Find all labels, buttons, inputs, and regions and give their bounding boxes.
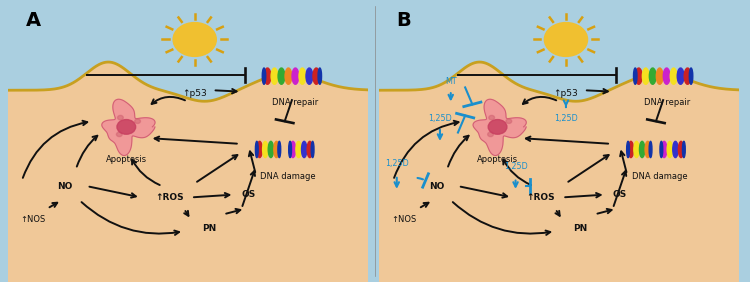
Ellipse shape (274, 141, 279, 158)
Ellipse shape (689, 68, 693, 84)
Ellipse shape (627, 141, 629, 158)
Text: OS: OS (242, 190, 256, 199)
Circle shape (117, 120, 136, 134)
Ellipse shape (262, 68, 266, 84)
Ellipse shape (673, 141, 678, 158)
Ellipse shape (684, 68, 691, 84)
Text: ↑p53: ↑p53 (182, 89, 207, 98)
Text: PN: PN (573, 224, 587, 233)
Circle shape (135, 119, 140, 124)
Text: B: B (397, 11, 412, 30)
Ellipse shape (262, 141, 268, 158)
Text: 1,25D: 1,25D (504, 162, 527, 171)
Ellipse shape (296, 141, 302, 158)
Ellipse shape (660, 141, 663, 158)
Text: Apoptosis: Apoptosis (477, 155, 518, 164)
Text: ↑NOS: ↑NOS (392, 215, 416, 224)
Ellipse shape (634, 68, 637, 84)
Ellipse shape (642, 68, 649, 84)
Ellipse shape (290, 141, 296, 158)
Ellipse shape (306, 68, 313, 84)
Circle shape (488, 120, 507, 134)
Text: ↑NOS: ↑NOS (20, 215, 45, 224)
Text: Apoptosis: Apoptosis (106, 155, 147, 164)
Ellipse shape (318, 68, 322, 84)
Ellipse shape (256, 141, 258, 158)
Ellipse shape (299, 68, 306, 84)
Ellipse shape (650, 68, 656, 84)
Text: 1,25D: 1,25D (554, 114, 578, 123)
Text: ↑ROS: ↑ROS (155, 193, 184, 202)
Ellipse shape (682, 141, 686, 158)
Text: ↑p53: ↑p53 (554, 89, 578, 98)
Ellipse shape (628, 141, 634, 158)
Ellipse shape (668, 141, 673, 158)
Text: DNA repair: DNA repair (272, 98, 319, 107)
Circle shape (488, 132, 494, 136)
Text: ↑ROS: ↑ROS (526, 193, 555, 202)
Polygon shape (473, 99, 526, 155)
Text: OS: OS (613, 190, 627, 199)
Ellipse shape (677, 68, 684, 84)
Ellipse shape (635, 68, 642, 84)
Ellipse shape (268, 141, 274, 158)
Text: 1,25D: 1,25D (428, 114, 451, 123)
Ellipse shape (656, 68, 663, 84)
Circle shape (489, 115, 494, 120)
Text: DNA damage: DNA damage (632, 172, 687, 181)
Polygon shape (102, 99, 155, 155)
Ellipse shape (634, 141, 639, 158)
Circle shape (173, 23, 216, 56)
Ellipse shape (302, 141, 307, 158)
Ellipse shape (640, 141, 645, 158)
Ellipse shape (257, 141, 262, 158)
Ellipse shape (679, 141, 684, 158)
Ellipse shape (670, 68, 677, 84)
Ellipse shape (264, 68, 271, 84)
Polygon shape (8, 62, 368, 282)
Ellipse shape (278, 141, 280, 158)
Ellipse shape (285, 68, 292, 84)
Ellipse shape (662, 141, 667, 158)
Circle shape (506, 119, 512, 124)
Circle shape (116, 132, 122, 136)
Text: DNA repair: DNA repair (644, 98, 690, 107)
Ellipse shape (308, 141, 313, 158)
Polygon shape (379, 62, 739, 282)
Text: NO: NO (58, 182, 73, 191)
Ellipse shape (311, 141, 314, 158)
Text: PN: PN (202, 224, 216, 233)
Ellipse shape (278, 68, 285, 84)
Ellipse shape (650, 141, 652, 158)
Text: NO: NO (429, 182, 444, 191)
Text: A: A (26, 11, 40, 30)
Ellipse shape (271, 68, 278, 84)
Ellipse shape (289, 141, 292, 158)
Text: DNA damage: DNA damage (260, 172, 316, 181)
Circle shape (118, 115, 123, 120)
Text: MT: MT (445, 77, 457, 86)
Ellipse shape (663, 68, 670, 84)
Ellipse shape (292, 68, 298, 84)
Text: 1,25D: 1,25D (385, 159, 409, 168)
Ellipse shape (645, 141, 650, 158)
Ellipse shape (313, 68, 320, 84)
Circle shape (544, 23, 587, 56)
